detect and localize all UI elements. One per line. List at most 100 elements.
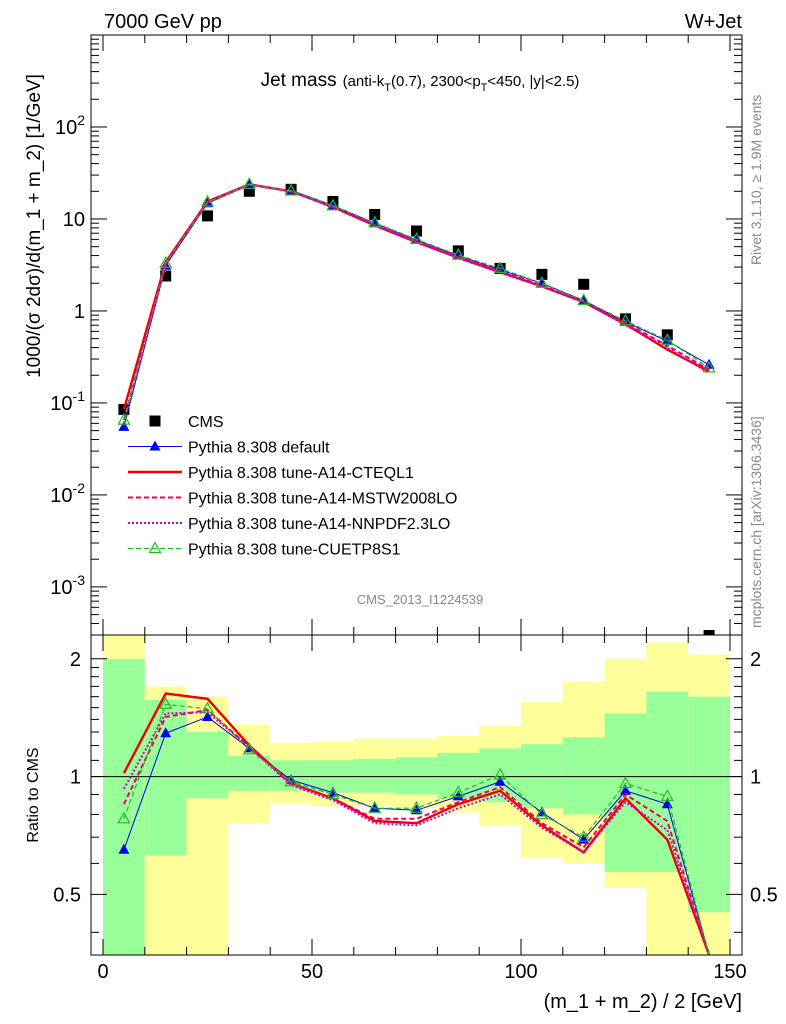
band-inner: [479, 748, 521, 803]
ratio-line-mstw: [122, 708, 711, 956]
ratio-panel: 0.5 0.5 1 1 2 2 0 50 100 150 Ratio to CMS (m_1 + …: [25, 634, 778, 1013]
ratio-series-mstw: [122, 708, 711, 956]
ratio-point-default: [369, 802, 381, 813]
ratio-y-tick-label-right: 0.5: [750, 884, 778, 906]
x-tick-label: 0: [97, 961, 108, 983]
legend-entry-default: Pythia 8.308 default: [128, 440, 330, 457]
point-cuetp8s1: [577, 293, 591, 306]
point-cms: [160, 270, 172, 282]
point-cms-edge: [703, 630, 715, 635]
ratio-point-cuetp8s1: [660, 789, 674, 801]
band-inner: [144, 699, 187, 856]
header-energy: 7000 GeV pp: [104, 11, 222, 33]
point-cuetp8s1: [493, 261, 507, 274]
ratio-point-cuetp8s1: [326, 787, 340, 800]
ratio-point-cuetp8s1: [117, 811, 131, 824]
ratio-series-cteql1: [122, 692, 711, 956]
rivet-label: Rivet 3.1.10, ≥ 1.9M events: [748, 95, 764, 265]
point-default: [118, 420, 130, 431]
y-tick-label: 10-1: [50, 388, 85, 415]
band-inner: [562, 737, 605, 815]
x-tick-label: 50: [301, 961, 323, 983]
y-tick-base: 10: [63, 209, 85, 231]
point-cms: [578, 278, 590, 290]
point-cuetp8s1: [368, 215, 382, 228]
y-tick-exponent: -2: [73, 480, 86, 496]
point-cuetp8s1: [200, 194, 215, 207]
band-inner: [186, 731, 229, 799]
ratio-point-cuetp8s1: [451, 785, 465, 798]
point-cuetp8s1: [702, 360, 716, 373]
band-inner: [353, 758, 396, 793]
y-tick-base: 10: [50, 485, 72, 507]
ratio-point-cuetp8s1: [493, 767, 507, 780]
ratio-y-tick-label: 0.5: [53, 884, 81, 906]
legend-label-cuetp8s1: Pythia 8.308 tune-CUETP8S1: [188, 542, 401, 559]
y-tick-base: 10: [50, 577, 72, 599]
legend: CMS Pythia 8.308 default Pythia 8.308 tune…: [128, 414, 457, 559]
y-tick-base: 10: [55, 117, 77, 139]
ratio-axes-layer: 0.5 0.5 1 1 2 2 0 50 100 150: [53, 635, 778, 983]
plot-title-main: Jet mass: [261, 70, 337, 91]
y-tick-base: 1: [74, 301, 85, 323]
point-cms: [243, 185, 255, 197]
legend-label-nnpdf: Pythia 8.308 tune-A14-NNPDF2.3LO: [188, 516, 450, 533]
band-inner: [688, 696, 730, 913]
point-cms: [202, 210, 213, 222]
legend-entry-cuetp8s1: Pythia 8.308 tune-CUETP8S1: [128, 541, 401, 559]
legend-marker-cms: [149, 415, 161, 427]
plot-title-detail-end: <450, |y|<2.5): [487, 73, 579, 90]
plot-title-detail: (anti-k: [343, 73, 385, 90]
point-cuetp8s1: [660, 333, 674, 345]
ratio-point-cuetp8s1: [535, 807, 549, 820]
x-tick-label: 100: [504, 961, 537, 983]
ratio-y-tick-label: 2: [70, 649, 81, 671]
ratio-series-layer: [117, 692, 711, 956]
source-label: mcplots.cern.ch [arXiv:1306.3436]: [748, 416, 764, 628]
point-cms: [411, 225, 422, 237]
band-inner: [103, 658, 145, 955]
ratio-point-default: [118, 843, 130, 854]
plot-title-detail-mid: (0.7), 2300<p: [391, 73, 481, 90]
plot-title-sub2: T: [481, 82, 488, 94]
analysis-watermark: CMS_2013_I1224539: [357, 592, 484, 607]
point-cuetp8s1: [242, 177, 256, 189]
band-inner: [646, 691, 689, 873]
ratio-line-cteql1: [122, 692, 711, 956]
y-tick-label: 10-2: [50, 480, 85, 507]
plot-title-sub1: T: [384, 82, 391, 94]
ratio-point-cuetp8s1: [618, 776, 633, 789]
ratio-series-cuetp8s1: [117, 697, 710, 956]
point-cuetp8s1: [284, 183, 298, 196]
legend-label-cms: CMS: [188, 414, 224, 431]
point-cuetp8s1: [409, 232, 424, 244]
main-series-layer: [117, 177, 716, 635]
main-y-axis-label: 1000/(σ 2dσ)/d(m_1 + m_2) [1/GeV]: [24, 74, 45, 378]
plot-title: Jet mass (anti-kT(0.7), 2300<pT<450, |y|<…: [261, 70, 580, 94]
ratio-point-cuetp8s1: [242, 742, 256, 755]
y-tick-label: 102: [55, 112, 85, 139]
point-cuetp8s1: [535, 276, 549, 288]
y-tick-label: 10-3: [50, 572, 85, 599]
point-cuetp8s1: [326, 198, 340, 211]
ratio-line-cuetp8s1: [123, 703, 710, 956]
ratio-point-cuetp8s1: [577, 829, 591, 842]
ratio-y-tick-label: 1: [70, 767, 81, 789]
ratio-frame: [90, 634, 743, 956]
ratio-bands-layer: [91, 635, 742, 955]
y-tick-label: 1: [74, 301, 85, 323]
y-tick-label: 10: [63, 209, 85, 231]
ratio-point-cuetp8s1: [409, 800, 424, 813]
ratio-point-cuetp8s1: [200, 701, 215, 714]
legend-marker-default: [149, 440, 161, 451]
point-cuetp8s1: [159, 256, 173, 268]
y-tick-base: 10: [50, 393, 72, 415]
legend-entry-nnpdf: Pythia 8.308 tune-A14-NNPDF2.3LO: [128, 516, 450, 533]
header-process: W+Jet: [685, 11, 743, 33]
point-cuetp8s1: [451, 247, 465, 260]
point-cms: [369, 208, 381, 220]
legend-label-cteql1: Pythia 8.308 tune-A14-CTEQL1: [188, 465, 414, 482]
ratio-y-axis-label: Ratio to CMS: [25, 747, 42, 842]
